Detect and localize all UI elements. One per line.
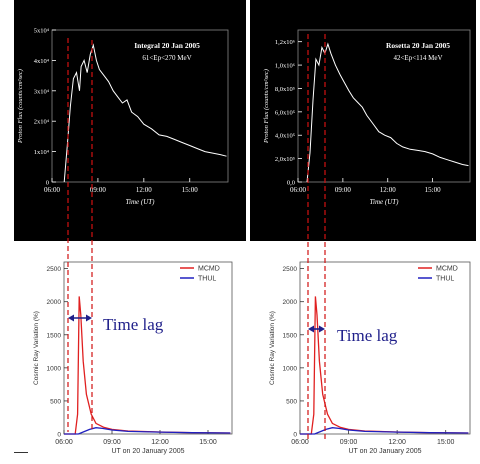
chart-title: Rosetta 20 Jan 2005	[386, 41, 450, 50]
x-tick-label: 06:00	[291, 439, 309, 446]
x-axis-label: Time (UT)	[370, 198, 400, 206]
y-tick-label: 5x10⁴	[34, 28, 50, 35]
x-tick-label: 15:00	[199, 439, 217, 446]
y-axis-label: Proton Flux (counts/cm²sec)	[263, 69, 270, 144]
chart-panel-bottom-right: 06:00 09:00 12:00 15:00 0 500 1000 1500 2000 2500…	[269, 250, 476, 455]
chart-panel-top-right: 06:00 09:00 12:00 15:00 0,0 2,0x10⁵ 4,0x10⁵ 6,0…	[250, 0, 476, 241]
y-tick-label: 1,0x10⁶	[275, 63, 295, 70]
x-tick-label: 06:00	[290, 186, 306, 194]
y-tick-label: 1000	[283, 365, 298, 372]
time-lag-arrow-left-head-right	[86, 314, 92, 322]
x-tick-label: 15:00	[425, 186, 441, 194]
y-tick-label: 0,0	[287, 180, 295, 187]
legend-label-mcmd: MCMD	[198, 266, 220, 273]
y-tick-label: 2000	[283, 299, 298, 306]
y-tick-label: 3x10⁴	[34, 88, 50, 95]
legend-label-mcmd: MCMD	[436, 266, 458, 273]
y-tick-label: 1500	[47, 332, 62, 339]
x-tick-label: 09:00	[103, 439, 121, 446]
x-tick-label: 12:00	[136, 186, 152, 194]
y-axis-label: Cosmic Ray Variation (%)	[269, 311, 276, 385]
y-tick-label: 1500	[283, 332, 298, 339]
series-line-thul	[64, 427, 231, 435]
y-axis-label: Proton Flux (counts/cm²sec)	[17, 69, 24, 144]
chart-panel-top-left: 06:00 09:00 12:00 15:00 0 1x10⁴ 2x10⁴ 3x10⁴ 4x10…	[14, 0, 246, 241]
time-lag-arrow-left-head-left	[68, 314, 74, 322]
y-tick-label: 4x10⁴	[34, 58, 50, 65]
time-lag-label-right: Time lag	[337, 326, 398, 345]
x-axis-label: UT on 20 January 2005	[348, 448, 421, 455]
y-tick-label: 0	[293, 432, 297, 439]
y-tick-label: 8,0x10⁵	[275, 86, 295, 93]
chart-subtitle: 42<Ep<114 MeV	[393, 54, 442, 62]
stray-mark	[14, 452, 28, 453]
series-line-proton-flux	[63, 43, 227, 183]
x-tick-label: 06:00	[44, 186, 60, 194]
x-axis-label: UT on 20 January 2005	[111, 448, 184, 455]
x-tick-label: 12:00	[151, 439, 169, 446]
time-lag-arrow-right-head-right	[319, 325, 325, 333]
y-tick-label: 2500	[283, 266, 298, 273]
series-line-proton-flux	[306, 42, 469, 183]
time-lag-label-left: Time lag	[103, 315, 164, 334]
panel-background	[14, 0, 246, 241]
chart-title: Integral 20 Jan 2005	[134, 41, 200, 50]
y-tick-label: 0	[46, 180, 49, 187]
panel-background	[250, 0, 476, 241]
x-tick-label: 15:00	[182, 186, 198, 194]
x-axis-label: Time (UT)	[126, 198, 156, 206]
y-tick-label: 0	[57, 432, 61, 439]
legend-label-thul: THUL	[198, 276, 216, 283]
x-tick-label: 12:00	[380, 186, 396, 194]
x-tick-label: 09:00	[90, 186, 106, 194]
plot-frame	[51, 29, 229, 183]
y-tick-label: 2,0x10⁵	[275, 156, 295, 163]
y-tick-label: 4,0x10⁵	[275, 133, 295, 140]
x-tick-label: 09:00	[340, 439, 358, 446]
plot-frame	[297, 29, 471, 183]
y-tick-label: 2500	[47, 266, 62, 273]
y-tick-label: 2x10⁴	[34, 119, 50, 126]
series-line-thul	[300, 427, 469, 435]
x-tick-label: 15:00	[437, 439, 455, 446]
y-tick-label: 2000	[47, 299, 62, 306]
legend-label-thul: THUL	[436, 276, 454, 283]
x-tick-label: 09:00	[335, 186, 351, 194]
plot-frame	[299, 261, 471, 435]
y-tick-label: 500	[50, 398, 61, 405]
x-tick-label: 12:00	[388, 439, 406, 446]
time-lag-arrow-right-head-left	[308, 325, 314, 333]
y-tick-label: 500	[286, 398, 297, 405]
x-tick-label: 06:00	[55, 439, 73, 446]
y-tick-label: 1x10⁴	[34, 149, 50, 156]
chart-subtitle: 61<Ep<270 MeV	[142, 54, 191, 62]
y-axis-label: Cosmic Ray Variation (%)	[33, 311, 40, 385]
y-tick-label: 1,2x10⁶	[275, 39, 295, 46]
y-tick-label: 6,0x10⁵	[275, 109, 295, 116]
chart-panel-bottom-left: 06:00 09:00 12:00 15:00 0 500 1000 1500 2000 2500…	[33, 250, 274, 455]
y-tick-label: 1000	[47, 365, 62, 372]
